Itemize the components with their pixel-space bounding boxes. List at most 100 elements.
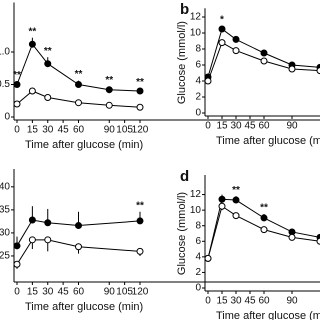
y-tick-label: 0.30 [0, 228, 10, 239]
x-tick-label: 60 [258, 121, 270, 132]
y-axis-label: Glucose (mmol/l) [176, 21, 188, 104]
data-point [288, 233, 296, 241]
data-point [136, 217, 144, 225]
y-tick-label: 4 [195, 251, 201, 262]
x-axis-label: Time after glucose (min) [25, 301, 143, 313]
x-tick-label: 30 [42, 125, 54, 136]
x-tick-label: 90 [286, 296, 298, 307]
x-axis-label: Time after glucose (m [216, 310, 320, 320]
x-tick-label: 30 [230, 296, 242, 307]
x-tick-label: 45 [58, 287, 70, 298]
data-point [28, 87, 36, 95]
series-line [207, 41, 320, 82]
data-point [75, 81, 82, 88]
y-tick-label: 0.25 [0, 251, 10, 262]
y-tick-label: 12 [190, 12, 202, 23]
data-point [204, 77, 212, 85]
y-axis-label: Glucose (mmol/l) [176, 192, 188, 275]
significance-mark: ** [75, 69, 83, 80]
data-point [232, 35, 240, 43]
significance-mark: * [220, 14, 224, 25]
x-tick-label: 60 [73, 125, 85, 136]
data-point [218, 25, 226, 33]
data-point [232, 47, 240, 55]
y-tick-label: 10 [190, 205, 202, 216]
x-tick-label: 0 [205, 121, 211, 132]
x-tick-label: 0 [14, 287, 20, 298]
y-tick-label: 6 [195, 236, 201, 247]
y-tick-label: 2 [195, 267, 201, 278]
panel-letter: b [180, 1, 189, 18]
data-point [218, 195, 226, 203]
x-tick-label: 0 [14, 125, 20, 136]
x-tick-label: 30 [230, 121, 242, 132]
significance-mark: ** [13, 70, 21, 81]
significance-mark: ** [28, 26, 36, 37]
y-tick-label: 0.5 [0, 79, 10, 90]
x-tick-label: 90 [104, 125, 116, 136]
data-point [28, 236, 36, 244]
x-tick-label: 45 [244, 296, 256, 307]
data-point [28, 216, 36, 224]
data-point [218, 39, 226, 47]
data-point [105, 101, 113, 109]
significance-mark: ** [232, 185, 240, 196]
significance-mark: ** [260, 203, 268, 214]
x-tick-label: 120 [132, 125, 149, 136]
data-point [75, 99, 82, 107]
data-point [260, 57, 268, 65]
series-line [207, 198, 320, 259]
data-point [260, 49, 268, 57]
data-point [13, 81, 21, 88]
significance-mark: ** [136, 200, 144, 211]
data-point [44, 219, 52, 227]
x-tick-label: 90 [286, 121, 298, 132]
y-tick-label: 10 [190, 28, 202, 39]
data-point [75, 243, 82, 251]
data-point [232, 196, 240, 204]
y-tick-label: 0.35 [0, 205, 10, 216]
x-tick-label: 15 [27, 287, 39, 298]
series-line [207, 28, 320, 78]
y-tick-label: 4 [195, 76, 201, 87]
series-line [16, 43, 141, 92]
data-point [136, 247, 144, 255]
y-tick-label: 8 [195, 220, 201, 231]
x-tick-label: 60 [73, 287, 85, 298]
y-tick-label: 1.0 [0, 47, 10, 58]
x-axis-label: Time after glucose (m [216, 135, 320, 147]
data-point [75, 222, 82, 230]
y-tick-label: 0.40 [0, 181, 10, 192]
y-tick-label: 0 [195, 108, 201, 119]
data-point [136, 87, 144, 95]
panel-letter: d [180, 168, 189, 185]
data-point [44, 60, 52, 68]
data-point [13, 100, 21, 108]
y-tick-label: 0 [4, 112, 10, 123]
data-point [44, 94, 52, 101]
data-point [218, 202, 226, 210]
x-tick-label: 15 [216, 296, 228, 307]
y-tick-label: 12 [190, 189, 202, 200]
data-point [232, 212, 240, 220]
y-tick-label: 2 [195, 92, 201, 103]
y-tick-label: 6 [195, 60, 201, 71]
x-tick-label: 15 [216, 121, 228, 132]
series-line [207, 205, 320, 259]
data-point [288, 65, 296, 73]
data-point [13, 260, 21, 268]
data-point [204, 254, 212, 262]
x-axis-label: Time after glucose (min) [25, 139, 143, 151]
data-point [316, 237, 320, 245]
x-tick-label: 45 [58, 125, 70, 136]
x-tick-label: 105 [116, 125, 133, 136]
x-tick-label: 120 [132, 287, 149, 298]
x-tick-label: 15 [27, 125, 39, 136]
significance-mark: ** [136, 77, 144, 88]
significance-mark: ** [105, 75, 113, 86]
x-tick-label: 105 [116, 287, 133, 298]
data-point [28, 40, 36, 48]
x-tick-label: 45 [244, 121, 256, 132]
y-tick-label: 8 [195, 44, 201, 55]
